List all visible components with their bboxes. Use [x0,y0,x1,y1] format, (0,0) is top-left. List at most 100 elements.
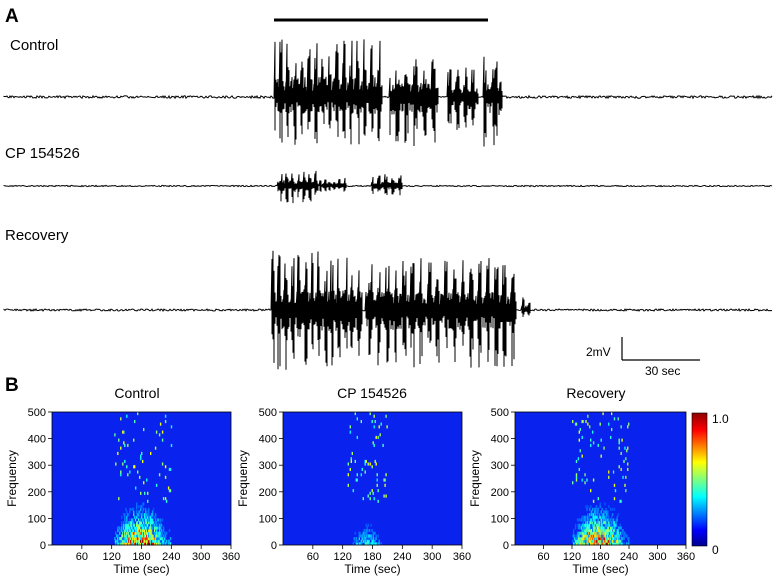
spectrogram-cell [369,412,371,416]
spectrogram-cell [135,539,137,543]
spectrogram-cell [127,473,129,477]
spectrogram-cell [376,478,378,482]
x-tick-label: 360 [677,551,695,563]
spectrogram-cell [575,475,578,479]
spectrogram-cell [347,473,349,477]
spectrogram-cell [592,531,594,535]
spectrogram-cell [598,529,600,533]
spectrogram-cell [134,531,136,535]
spectrogram-cell [124,529,126,533]
spectrogram-cell [616,539,618,543]
spectrogram-cell [152,521,155,525]
spectrogram-cell [139,510,141,514]
spectrogram-cell [158,534,161,538]
spectrogram-cell [132,529,134,533]
spectrogram-cell [377,534,379,538]
spectrogram-cell [125,539,127,543]
spectrogram-cell [608,505,610,509]
spectrogram-cell [164,497,167,501]
spectrogram-cell [146,526,148,530]
spectrogram-cell [611,515,613,519]
spectrogram-cell [578,534,580,538]
spectrogram-cell [136,534,138,538]
spectrogram-cell [594,539,597,543]
spectrogram-cell [599,531,601,535]
spectrogram-cell [575,534,578,538]
spectrogram-cell [574,539,577,543]
spectrogram-cell [152,523,155,527]
spectrogram-cell [600,518,602,522]
y-tick-label: 200 [259,487,277,499]
spectrogram-cell [610,534,612,538]
spectrogram-cell [125,526,127,530]
spectrogram-cell [609,529,611,533]
spectrogram-cell [156,534,159,538]
spectrogram-cell [370,523,372,527]
spectrogram-cell [602,412,604,416]
spectrogram-cell [153,526,156,530]
spectrogram-cell [613,529,616,533]
spectrogram-cell [578,467,580,471]
spectrogram-cell [145,531,147,535]
spectrogram-cell [127,523,129,527]
spectrogram-cell [613,497,616,501]
x-tick-label: 360 [222,551,240,563]
spectrogram-cell [138,526,140,530]
spectrogram-cell [161,518,164,522]
spectrogram-cell [583,534,585,538]
spectrogram-cell [122,430,124,434]
spectrogram-cell [585,529,587,533]
spectrogram-cell [147,518,149,522]
spectrogram-cell [126,531,128,535]
spectrogram-cell [584,515,586,519]
spectrogram-cell [590,526,592,530]
spectrogram-cell [613,521,616,525]
spectrogram-cell [136,529,138,533]
spectrogram-cell [160,523,163,527]
spectrogram-cell [151,515,154,519]
y-tick-label: 300 [491,460,509,472]
spectrogram-cell [574,523,577,527]
spectrogram-cell [592,521,594,525]
spectrogram-cell [584,531,586,535]
spectrogram-cell [364,462,366,466]
spectrogram-cell [590,531,592,535]
spectrogram-cell [575,422,578,426]
spectrogram-cell [607,534,609,538]
spectrogram-cell [597,537,599,541]
spectrogram-cell [158,526,161,530]
spectrogram-cell [115,542,117,546]
spectrogram-cell [146,515,148,519]
spectrogram-cell [594,531,597,535]
spectrogram-cell [145,518,147,522]
spectrogram-cell [611,531,614,535]
spectrogram-cell [150,542,153,546]
spectrogram-cell [594,537,597,541]
x-tick-label: 240 [393,551,411,563]
spectrogram-cell [584,542,586,546]
spectrogram-cell [374,531,376,535]
spectrogram-cell [617,526,619,530]
spectrogram-cell [140,534,142,538]
spectrogram-cell [597,534,599,538]
spectrogram-cell [142,537,144,541]
spectrogram-cell [592,523,594,527]
spectrogram-cell [607,513,609,517]
spectrogram-cell [623,537,625,541]
spectrogram-cell [585,539,587,543]
spectrogram-cell [134,534,136,538]
spectrogram-cell [575,539,578,543]
spectrogram-cell [159,521,162,525]
spectrogram-2: 0 100 200 300 400 500 60 120 180 240 300 360 Recover… [468,385,695,576]
spectrogram-cell [368,534,370,538]
spectrogram-cell [584,537,586,541]
spectrogram-cell [607,542,609,546]
spectrogram-cell [572,534,574,538]
spectrogram-cell [137,526,139,530]
spectrogram-cell [611,523,613,527]
spectrogram-cell [125,521,127,525]
spectrogram-cell [599,539,601,543]
spectrogram-cell [143,481,145,485]
spectrogram-cell [168,489,171,493]
spectrogram-cell [155,542,158,546]
